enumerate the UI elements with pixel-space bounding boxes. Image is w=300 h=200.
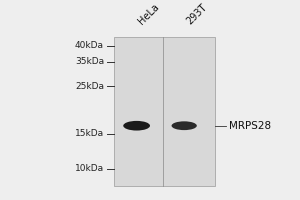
Text: 10kDa: 10kDa bbox=[75, 164, 104, 173]
Text: HeLa: HeLa bbox=[136, 2, 161, 26]
Text: 293T: 293T bbox=[184, 2, 208, 26]
Text: 40kDa: 40kDa bbox=[75, 41, 104, 50]
Text: 15kDa: 15kDa bbox=[75, 129, 104, 138]
Text: 25kDa: 25kDa bbox=[75, 82, 104, 91]
Text: 35kDa: 35kDa bbox=[75, 57, 104, 66]
Ellipse shape bbox=[172, 121, 197, 130]
Text: MRPS28: MRPS28 bbox=[229, 121, 271, 131]
Ellipse shape bbox=[123, 121, 150, 131]
Bar bbox=[114, 37, 215, 186]
